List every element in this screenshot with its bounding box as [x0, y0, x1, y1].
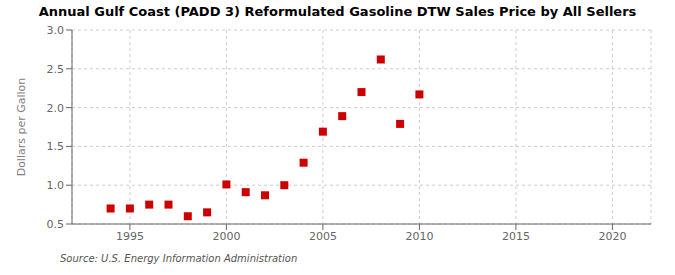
html-text:Annual Gulf Coast (PADD 3) Ref: Annual Gulf Coast (PADD 3) Reformulated …: [38, 4, 637, 19]
svg-text:1.0: 1.0: [47, 179, 65, 192]
html-text:Source: U.S. Energy Informatio: Source: U.S. Energy Information Administ…: [60, 253, 298, 264]
svg-text:Dollars per Gallon: Dollars per Gallon: [15, 78, 28, 177]
svg-text:3.0: 3.0: [47, 24, 65, 37]
svg-text:1.5: 1.5: [47, 140, 65, 153]
svg-text:2015: 2015: [502, 230, 530, 243]
svg-text:2020: 2020: [598, 230, 626, 243]
svg-text:1995: 1995: [116, 230, 144, 243]
svg-text:2005: 2005: [309, 230, 337, 243]
svg-text:0.5: 0.5: [47, 218, 65, 231]
svg-text:2.5: 2.5: [47, 63, 65, 76]
svg-text:2000: 2000: [212, 230, 240, 243]
svg-text:2010: 2010: [405, 230, 433, 243]
svg-text:2.0: 2.0: [47, 102, 65, 115]
